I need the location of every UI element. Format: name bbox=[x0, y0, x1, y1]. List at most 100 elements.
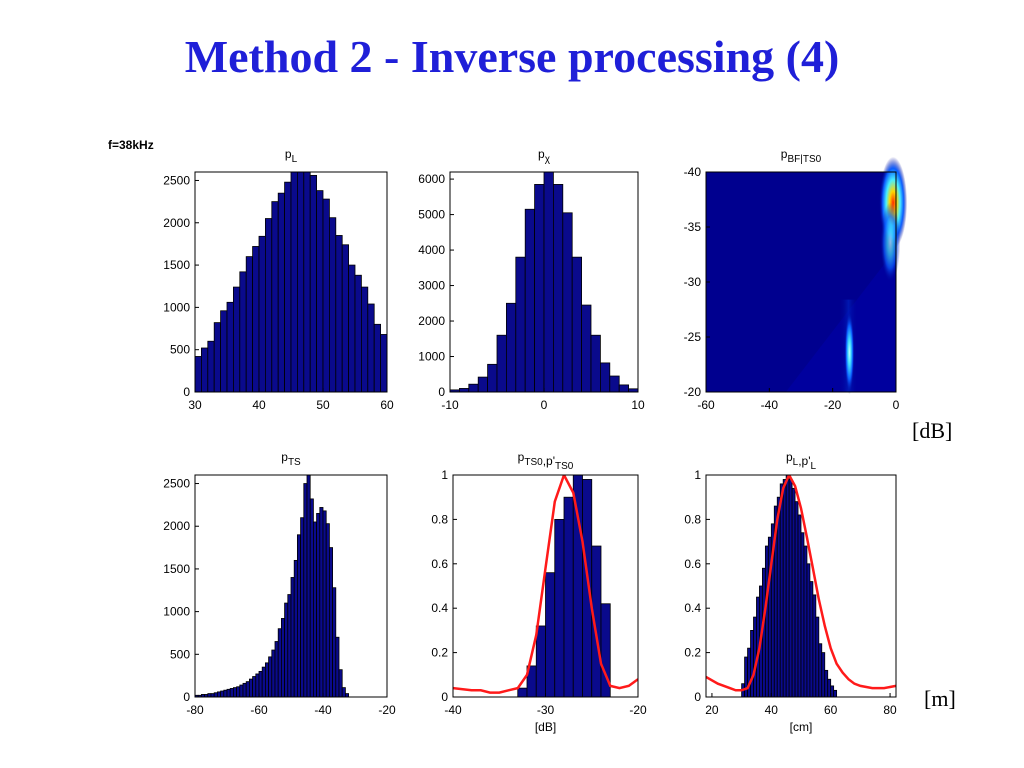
x-tick-label: -60 bbox=[250, 703, 268, 717]
bar bbox=[360, 286, 369, 392]
bar bbox=[818, 643, 823, 697]
bar bbox=[809, 581, 814, 697]
fit-curve bbox=[706, 475, 896, 692]
bar bbox=[618, 384, 630, 392]
bar bbox=[517, 687, 528, 697]
unit-label-m: [m] bbox=[924, 686, 956, 711]
bar bbox=[571, 256, 583, 392]
bar bbox=[791, 487, 796, 697]
x-tick-label: -40 bbox=[444, 703, 462, 717]
y-tick-label: 4000 bbox=[418, 243, 445, 257]
bar bbox=[239, 684, 244, 697]
bar bbox=[788, 479, 793, 697]
bar bbox=[581, 304, 592, 392]
bar bbox=[341, 687, 346, 697]
x-tick-label: 0 bbox=[541, 398, 548, 412]
bar bbox=[468, 383, 479, 392]
bars bbox=[195, 475, 349, 697]
bar bbox=[779, 483, 784, 697]
y-tick-label: -20 bbox=[684, 385, 702, 399]
y-tick-label: -40 bbox=[684, 165, 702, 179]
bar bbox=[277, 192, 286, 392]
bar bbox=[280, 618, 285, 697]
bar bbox=[303, 172, 311, 392]
x-tick-label: -20 bbox=[824, 398, 842, 412]
fit-curve bbox=[453, 475, 638, 694]
bar bbox=[216, 691, 221, 697]
bar bbox=[744, 656, 748, 697]
y-tick-label: 1 bbox=[441, 468, 448, 482]
bar bbox=[554, 519, 565, 697]
bar bbox=[242, 682, 247, 697]
y-tick-label: 1000 bbox=[163, 300, 190, 314]
y-tick-label: 0.4 bbox=[431, 601, 448, 615]
bar bbox=[562, 212, 573, 392]
bar bbox=[348, 264, 356, 392]
y-tick-label: 2500 bbox=[163, 173, 190, 187]
y-tick-label: 2000 bbox=[163, 519, 190, 533]
bar bbox=[271, 201, 279, 392]
bar bbox=[245, 681, 250, 697]
bar bbox=[328, 217, 337, 392]
y-tick-label: 500 bbox=[170, 647, 190, 661]
chart-pBF: -60 -40 -20 0 -40 -35 -30 -25 -20 pBF|TS0 bbox=[684, 147, 908, 412]
x-tick-label: 10 bbox=[631, 398, 645, 412]
y-tick-label: 1500 bbox=[163, 562, 190, 576]
bar bbox=[195, 356, 202, 392]
bar bbox=[229, 688, 234, 697]
x-tick-label: -20 bbox=[629, 703, 647, 717]
bar bbox=[393, 378, 399, 392]
bar bbox=[271, 649, 276, 697]
bar bbox=[582, 479, 593, 697]
y-tick-label: -25 bbox=[684, 330, 702, 344]
chart-title: pL bbox=[285, 147, 298, 165]
x-tick-label: 60 bbox=[824, 703, 838, 717]
y-tick-label: 0 bbox=[183, 690, 190, 704]
bar bbox=[252, 246, 260, 392]
bar bbox=[553, 184, 564, 392]
x-tick-label: 60 bbox=[380, 398, 394, 412]
x-tick-label: 80 bbox=[883, 703, 897, 717]
bars bbox=[517, 475, 611, 697]
y-tick-label: 1000 bbox=[418, 350, 445, 364]
x-tick-label: 40 bbox=[252, 398, 266, 412]
bar bbox=[213, 692, 218, 697]
x-axis-label: [cm] bbox=[790, 720, 813, 734]
y-tick-label: 2500 bbox=[163, 477, 190, 491]
bar bbox=[226, 688, 231, 697]
bar bbox=[344, 693, 349, 697]
y-tick-label: 0 bbox=[183, 385, 190, 399]
bar bbox=[534, 184, 545, 392]
axes-border bbox=[194, 474, 388, 698]
y-tick-label: -30 bbox=[684, 275, 702, 289]
bar bbox=[245, 256, 253, 392]
y-tick-label: 0.2 bbox=[431, 646, 448, 660]
bar bbox=[341, 244, 350, 392]
bar bbox=[332, 587, 337, 697]
bar bbox=[248, 678, 253, 697]
bar bbox=[316, 190, 324, 392]
bar bbox=[815, 616, 820, 697]
chart-pTS0: -40 -30 -20 0 0.2 0.4 0.6 0.8 1 [dB] pTS0,p'TS0 bbox=[431, 450, 647, 734]
y-tick-label: 0.6 bbox=[431, 557, 448, 571]
bar bbox=[325, 523, 330, 697]
bar bbox=[290, 172, 298, 392]
bar bbox=[367, 303, 375, 392]
chart-pL: 30 40 50 60 0 500 1000 1500 2000 2500 pL bbox=[163, 147, 399, 412]
bar bbox=[293, 559, 298, 697]
x-tick-label: -40 bbox=[761, 398, 779, 412]
bar bbox=[306, 475, 311, 697]
x-tick-label: 20 bbox=[705, 703, 719, 717]
y-tick-label: 2000 bbox=[163, 216, 190, 230]
bar bbox=[590, 334, 601, 392]
bar bbox=[210, 693, 215, 697]
chart-title: pTS bbox=[281, 450, 301, 468]
bar bbox=[220, 310, 228, 392]
chart-title: pL,p'L bbox=[786, 450, 817, 472]
x-tick-label: -40 bbox=[314, 703, 332, 717]
bar bbox=[300, 517, 305, 697]
bar bbox=[812, 594, 817, 697]
bar bbox=[750, 630, 754, 697]
slide-title: Method 2 - Inverse processing (4) bbox=[184, 31, 840, 82]
bar bbox=[572, 475, 583, 697]
